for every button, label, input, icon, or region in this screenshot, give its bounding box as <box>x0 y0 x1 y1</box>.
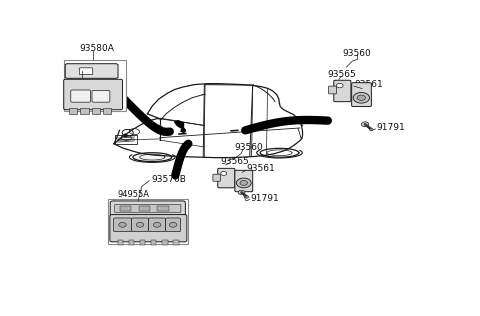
Circle shape <box>240 180 248 185</box>
Bar <box>103 108 111 114</box>
Polygon shape <box>156 125 162 128</box>
Circle shape <box>361 122 369 127</box>
Bar <box>69 108 77 114</box>
FancyBboxPatch shape <box>79 68 93 75</box>
FancyBboxPatch shape <box>329 86 336 94</box>
Circle shape <box>236 178 251 188</box>
Text: 91791: 91791 <box>376 123 405 132</box>
Circle shape <box>357 95 365 100</box>
FancyBboxPatch shape <box>235 170 252 192</box>
Bar <box>151 240 156 245</box>
Polygon shape <box>175 121 183 130</box>
FancyBboxPatch shape <box>218 168 235 188</box>
FancyBboxPatch shape <box>65 64 118 78</box>
Circle shape <box>154 222 161 227</box>
FancyBboxPatch shape <box>148 218 166 232</box>
Bar <box>139 206 150 211</box>
Bar <box>92 108 100 114</box>
Circle shape <box>221 172 227 175</box>
Bar <box>162 240 168 245</box>
Text: 91791: 91791 <box>251 193 279 203</box>
FancyBboxPatch shape <box>110 201 185 216</box>
Text: 83336C: 83336C <box>67 65 99 74</box>
FancyBboxPatch shape <box>115 204 181 213</box>
Bar <box>157 206 168 211</box>
FancyBboxPatch shape <box>114 218 132 232</box>
Text: 93561: 93561 <box>247 164 276 173</box>
Circle shape <box>238 190 245 195</box>
Circle shape <box>336 83 343 88</box>
Text: 94955A: 94955A <box>118 190 150 199</box>
Polygon shape <box>181 129 185 131</box>
Bar <box>64 60 126 111</box>
FancyBboxPatch shape <box>352 83 372 106</box>
Circle shape <box>353 92 370 103</box>
Text: 93560: 93560 <box>342 48 371 58</box>
Bar <box>129 240 134 245</box>
FancyBboxPatch shape <box>334 80 351 102</box>
Bar <box>173 240 179 245</box>
FancyBboxPatch shape <box>166 218 180 232</box>
Bar <box>108 198 188 244</box>
Circle shape <box>169 222 177 227</box>
Text: 93565: 93565 <box>221 157 250 166</box>
FancyBboxPatch shape <box>92 90 110 102</box>
Text: 93561: 93561 <box>355 80 384 89</box>
Circle shape <box>245 196 249 198</box>
FancyBboxPatch shape <box>110 215 187 242</box>
Bar <box>140 240 145 245</box>
Bar <box>120 206 131 211</box>
Text: 93570B: 93570B <box>151 174 186 184</box>
FancyBboxPatch shape <box>132 218 148 232</box>
FancyBboxPatch shape <box>64 79 122 110</box>
Circle shape <box>370 128 373 131</box>
Text: 93565: 93565 <box>327 70 356 79</box>
Bar <box>81 108 89 114</box>
FancyBboxPatch shape <box>71 90 91 102</box>
Text: 93560: 93560 <box>234 143 263 152</box>
Bar <box>118 240 123 245</box>
Text: 93580A: 93580A <box>79 44 114 53</box>
FancyBboxPatch shape <box>213 174 220 181</box>
Circle shape <box>136 222 144 227</box>
Circle shape <box>119 222 126 227</box>
